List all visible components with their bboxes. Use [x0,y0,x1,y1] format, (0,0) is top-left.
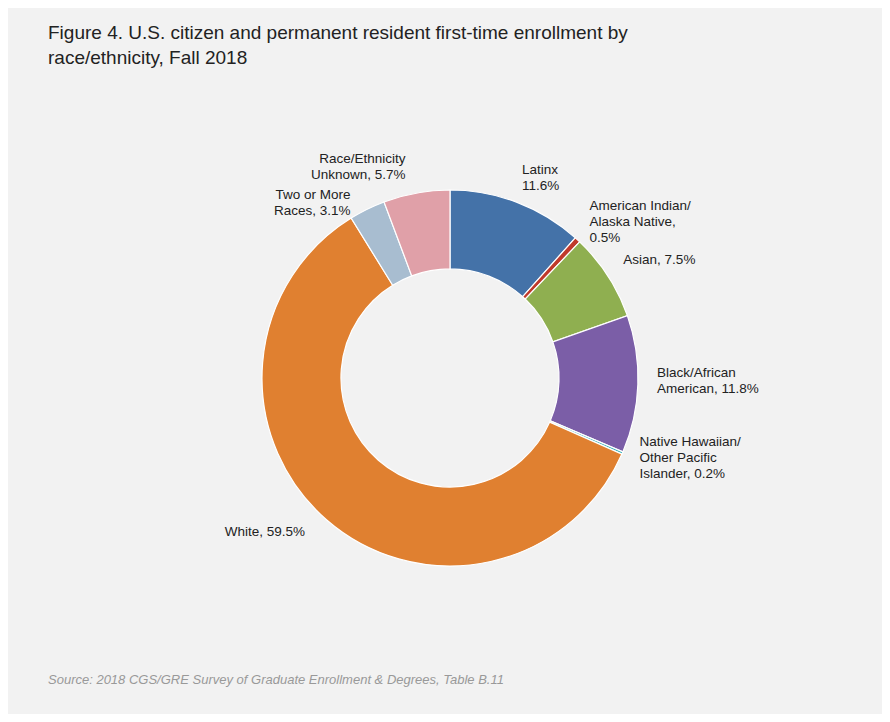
svg-text:White, 59.5%: White, 59.5% [225,524,305,539]
svg-text:Black/AfricanAmerican, 11.8%: Black/AfricanAmerican, 11.8% [657,365,759,396]
svg-text:Two or MoreRaces, 3.1%: Two or MoreRaces, 3.1% [274,187,351,218]
svg-text:American Indian/Alaska Native,: American Indian/Alaska Native,0.5% [589,198,691,245]
svg-text:Asian, 7.5%: Asian, 7.5% [623,252,695,267]
html-text:Figure 4. U.S. citizen and per: Figure 4. U.S. citizen and permanent res… [48,22,628,68]
html-text:Source: 2018 CGS/GRE Survey of: Source: 2018 CGS/GRE Survey of Graduate … [48,672,504,687]
svg-text:Native Hawaiian/Other PacificI: Native Hawaiian/Other PacificIslander, 0… [640,434,742,481]
svg-text:Race/EthnicityUnknown, 5.7%: Race/EthnicityUnknown, 5.7% [311,151,406,182]
svg-text:Latinx11.6%: Latinx11.6% [522,162,559,193]
